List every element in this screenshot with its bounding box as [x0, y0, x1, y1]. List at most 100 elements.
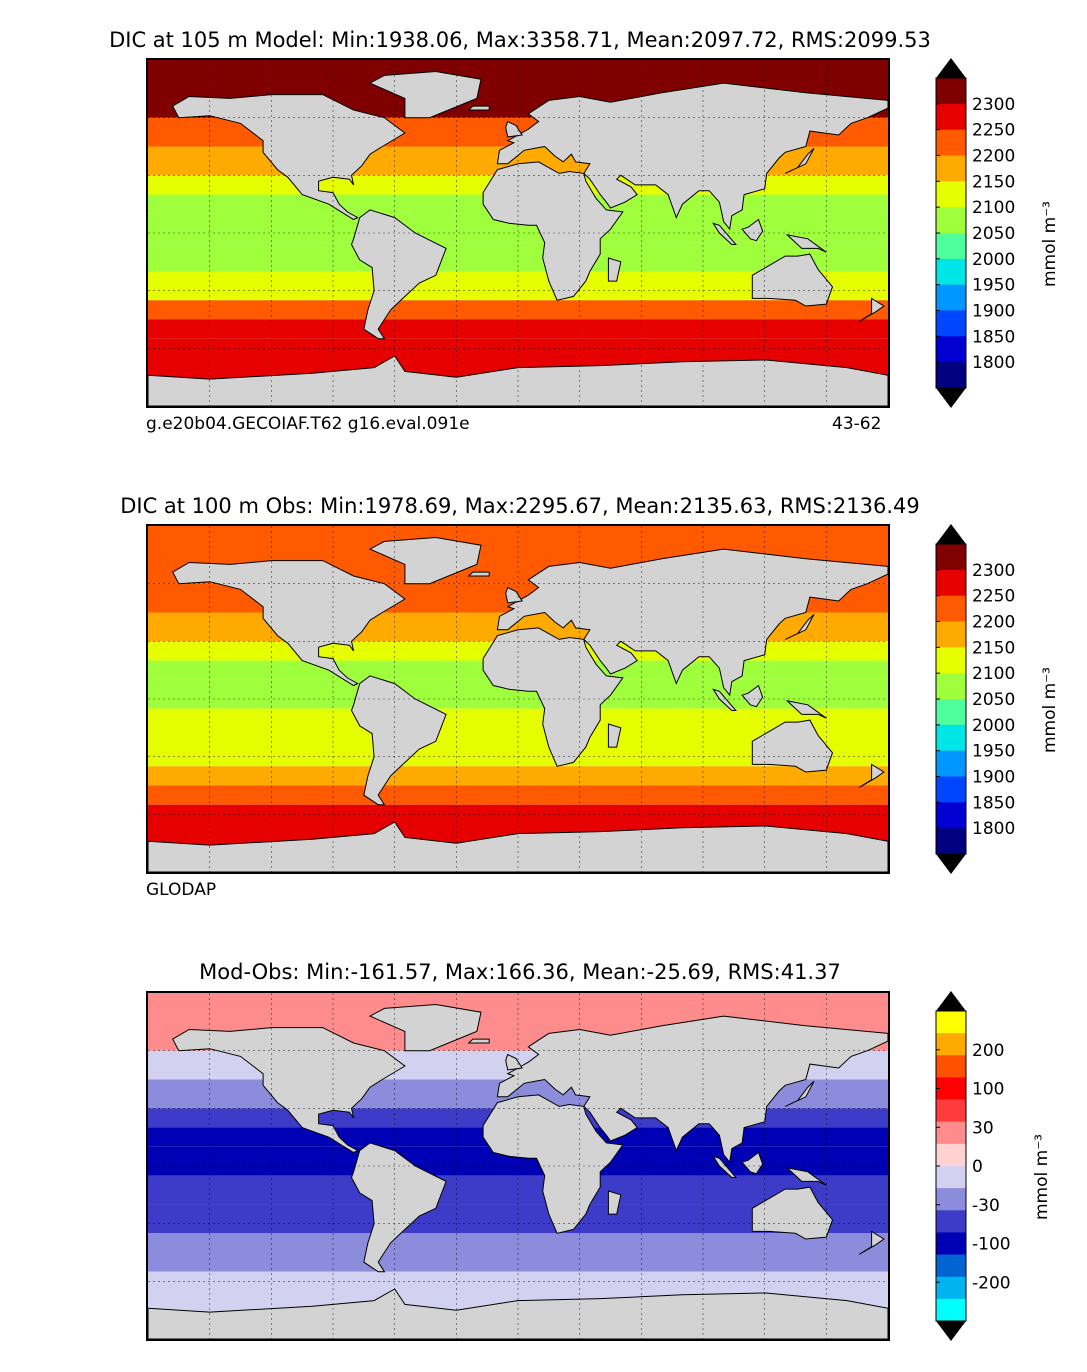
colorbar-segment [936, 699, 966, 726]
land-north-america [172, 1027, 406, 1154]
colorbar-segment [936, 750, 966, 777]
panel-model-caption: g.e20b04.GECOIAF.T62 g16.eval.091e [146, 414, 470, 434]
panel-diff-colorbar: 200 100 30 0 -30 -100 -200 [935, 991, 1011, 1341]
colorbar-segment [936, 181, 966, 208]
ocean-zone-band [148, 319, 888, 339]
colorbar-segment [936, 776, 966, 803]
colorbar-segment [936, 362, 966, 389]
colorbar-under-arrow [936, 388, 966, 408]
panel-model-colorbar-unit: mmol m⁻³ [1040, 201, 1060, 287]
colorbar-tick-label: 1900 [972, 302, 1015, 322]
colorbar-segment [936, 284, 966, 311]
colorbar-under-arrow [936, 854, 966, 874]
land-uk [505, 1053, 523, 1071]
land-uk [505, 120, 523, 138]
colorbar-segment [936, 1254, 966, 1278]
colorbar-tick-label: 1950 [972, 276, 1015, 296]
land-new-guinea [785, 1167, 827, 1186]
land-australia [751, 253, 834, 307]
colorbar-tick-label: 1950 [972, 742, 1015, 762]
colorbar-segment [936, 828, 966, 855]
land-new-guinea [785, 700, 827, 719]
land-new-guinea [785, 234, 827, 253]
colorbar-tick-label: 200 [972, 1041, 1004, 1061]
colorbar-segment [936, 621, 966, 648]
panel-obs-colorbar: 2300 2250 2200 2150 2100 2050 2000 1950 1900 1850… [935, 524, 1015, 874]
land-eurasia [496, 82, 888, 231]
land-north-america [172, 560, 406, 687]
colorbar-tick-label: 2150 [972, 638, 1015, 658]
colorbar-segment [936, 1232, 966, 1255]
colorbar-tick-label: 2100 [972, 198, 1015, 218]
colorbar-tick-label: 1850 [972, 327, 1015, 347]
colorbar-segment [936, 1143, 966, 1167]
land-new-zealand [858, 763, 885, 788]
land-sumatra [712, 688, 737, 711]
colorbar-tick-label: -30 [972, 1196, 1000, 1216]
colorbar-over-arrow [936, 58, 966, 78]
land-greenland [368, 70, 482, 119]
colorbar-segment [936, 673, 966, 700]
colorbar-segment [936, 1210, 966, 1233]
land-japan [784, 148, 815, 174]
land-iceland [467, 105, 490, 111]
land-new-zealand [858, 1230, 885, 1255]
colorbar-tick-label: 2300 [972, 561, 1015, 581]
colorbar-tick-label: 2000 [972, 716, 1015, 736]
land-australia [751, 719, 834, 773]
colorbar-tick-label: 1800 [972, 819, 1015, 839]
land-borneo [741, 1151, 764, 1175]
panel-obs-caption: GLODAP [146, 880, 217, 900]
land-borneo [741, 218, 764, 242]
land-south-america [350, 1142, 447, 1273]
land-south-america [350, 209, 447, 340]
colorbar-tick-label: 100 [972, 1080, 1004, 1100]
colorbar-segment [936, 129, 966, 156]
land-greenland [368, 1003, 482, 1052]
colorbar-segment [936, 207, 966, 234]
panel-model-map [146, 58, 890, 408]
colorbar-tick-label: 2300 [972, 95, 1015, 115]
colorbar-segment [936, 724, 966, 751]
obs-map-svg [148, 526, 888, 872]
panel-diff-map [146, 991, 890, 1341]
colorbar-tick-label: -100 [972, 1235, 1011, 1255]
land-japan [784, 1081, 815, 1107]
colorbar-over-arrow [936, 524, 966, 544]
colorbar-segment [936, 569, 966, 596]
colorbar-segment [936, 544, 966, 571]
land-australia [751, 1186, 834, 1240]
colorbar-under-arrow [936, 1321, 966, 1341]
colorbar-segment [936, 595, 966, 622]
panel-model-colorbar: 2300 2250 2200 2150 2100 2050 2000 1950 1900 1850… [935, 58, 1015, 408]
colorbar-over-arrow [936, 991, 966, 1011]
colorbar-segment [936, 78, 966, 105]
land-sumatra [712, 222, 737, 245]
land-iceland [467, 571, 490, 577]
colorbar-tick-label: 1800 [972, 353, 1015, 373]
land-japan [784, 614, 815, 640]
land-south-america [350, 675, 447, 806]
colorbar-tick-label: 2150 [972, 172, 1015, 192]
panel-obs-colorbar-unit: mmol m⁻³ [1040, 667, 1060, 753]
land-madagascar [607, 257, 622, 282]
colorbar-segment [936, 1166, 966, 1189]
land-greenland [368, 536, 482, 585]
colorbar-segment [936, 1077, 966, 1100]
model-map-svg [148, 60, 888, 406]
colorbar-segment [936, 1121, 966, 1145]
colorbar-segment [936, 1033, 966, 1056]
diff-map-svg [148, 993, 888, 1339]
colorbar-tick-label: 30 [972, 1118, 994, 1138]
land-madagascar [607, 1190, 622, 1215]
colorbar-segment [936, 647, 966, 674]
land-sumatra [712, 1155, 737, 1178]
panel-model-years: 43-62 [832, 414, 882, 434]
colorbar-segment [936, 258, 966, 285]
panel-model-title: DIC at 105 m Model: Min:1938.06, Max:335… [109, 28, 931, 52]
colorbar-tick-label: 2050 [972, 690, 1015, 710]
colorbar-segment [936, 155, 966, 182]
colorbar-tick-label: 2250 [972, 587, 1015, 607]
panel-diff-title: Mod-Obs: Min:-161.57, Max:166.36, Mean:-… [199, 960, 841, 984]
colorbar-segment [936, 802, 966, 829]
